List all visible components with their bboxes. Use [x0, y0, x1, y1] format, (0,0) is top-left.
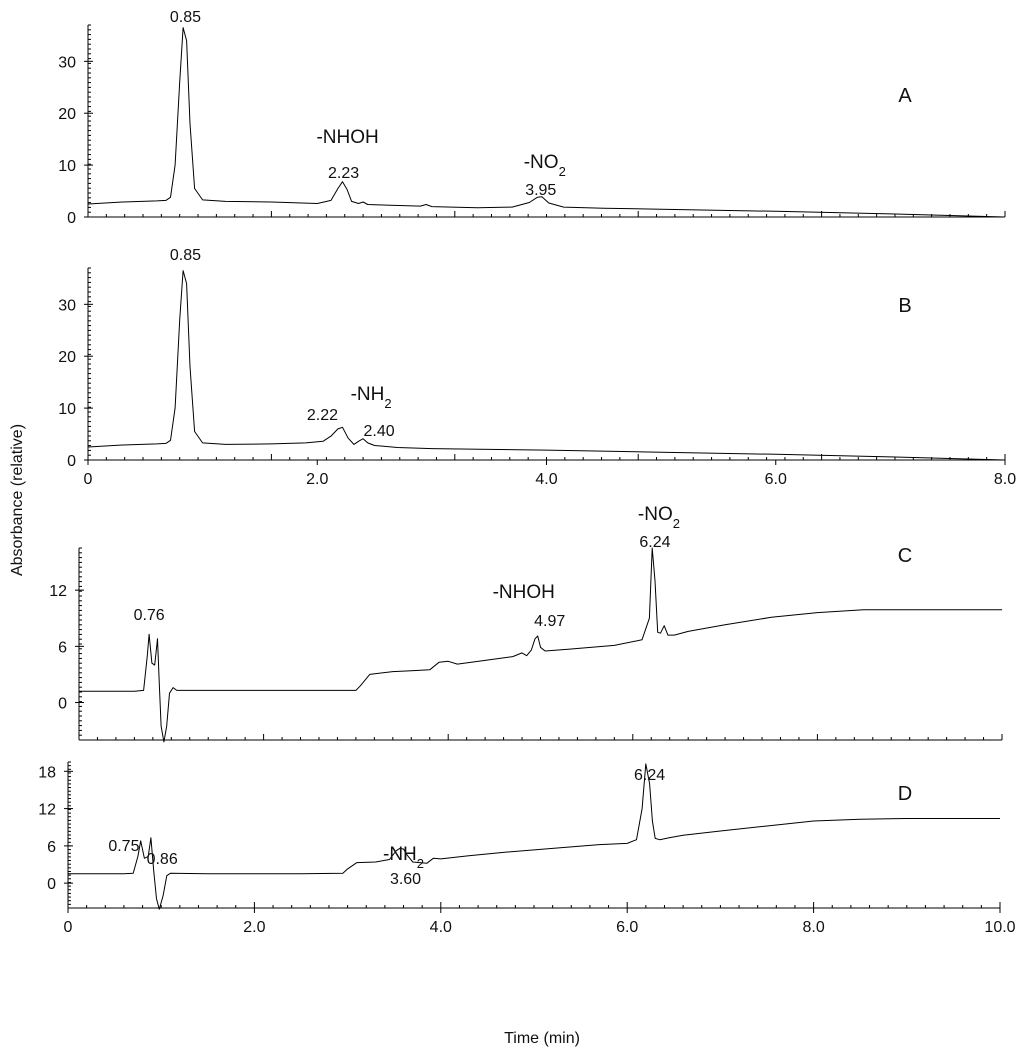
functional-group-label: -NHOH — [316, 127, 378, 148]
peak-label: 4.97 — [534, 613, 565, 630]
peak-label: 0.75 — [108, 838, 139, 855]
x-tick-label: 2.0 — [306, 471, 328, 488]
functional-group-label: -NH2 — [351, 384, 392, 411]
y-tick-label: 20 — [58, 106, 76, 123]
y-tick-label: 0 — [67, 210, 76, 227]
functional-group-label: -NO2 — [524, 152, 566, 179]
x-tick-label: 0 — [84, 471, 93, 488]
panel-a: 0 10 20 30 0.85 -NHOH 2.23 -NO2 3.95 A — [58, 9, 1006, 227]
functional-group-label: -NH2 — [383, 844, 424, 871]
x-tick-label: 4.0 — [430, 919, 452, 936]
peak-label: 3.95 — [525, 182, 556, 199]
peak-label: 3.60 — [390, 871, 421, 888]
y-tick-label: 12 — [38, 802, 56, 819]
x-tick-label: 6.0 — [765, 471, 787, 488]
panel-b: 0 10 20 30 0 2.0 4.0 6.0 8.0 0.85 2.22 -NH2 2.40 B — [58, 247, 1016, 488]
peak-label: 2.40 — [364, 423, 395, 440]
x-tick-label: 8.0 — [994, 471, 1016, 488]
chromatogram-trace — [79, 547, 1002, 743]
peak-label: 2.22 — [307, 407, 338, 424]
panel-letter: B — [898, 295, 911, 317]
y-tick-label: 0 — [58, 696, 67, 713]
x-axis-title: Time (min) — [504, 1030, 580, 1047]
peak-label: 2.23 — [328, 165, 359, 182]
peak-label: 0.85 — [170, 9, 201, 26]
peak-label: 0.85 — [170, 247, 201, 264]
y-tick-label: 30 — [58, 54, 76, 71]
y-tick-label: 6 — [58, 639, 67, 656]
x-tick-label: 4.0 — [535, 471, 557, 488]
x-tick-label: 8.0 — [802, 919, 824, 936]
panel-letter: D — [898, 783, 912, 805]
x-tick-label: 10.0 — [984, 919, 1015, 936]
panel-letter: C — [898, 545, 912, 567]
y-tick-label: 18 — [38, 764, 56, 781]
peak-label: 0.76 — [134, 607, 165, 624]
x-tick-label: 0 — [64, 919, 73, 936]
panel-c: 0 6 12 0.76 -NHOH 4.97 -NO2 6.24 C — [49, 504, 1003, 743]
panel-letter: A — [898, 85, 912, 107]
peak-label: 0.86 — [147, 851, 178, 868]
peak-label: 6.24 — [634, 767, 665, 784]
y-tick-label: 0 — [47, 876, 56, 893]
x-tick-label: 6.0 — [616, 919, 638, 936]
y-tick-label: 10 — [58, 401, 76, 418]
chromatogram-trace — [87, 270, 1006, 461]
functional-group-label: -NO2 — [638, 504, 680, 531]
chromatogram-trace — [68, 763, 1000, 910]
y-tick-label: 12 — [49, 583, 67, 600]
y-tick-label: 6 — [47, 839, 56, 856]
x-tick-label: 2.0 — [243, 919, 265, 936]
y-tick-label: 10 — [58, 158, 76, 175]
peak-label: 6.24 — [639, 534, 670, 551]
y-axis-title: Absorbance (relative) — [9, 424, 26, 576]
y-tick-label: 20 — [58, 349, 76, 366]
y-tick-label: 0 — [67, 453, 76, 470]
chromatogram-trace — [87, 27, 1006, 218]
y-tick-label: 30 — [58, 297, 76, 314]
functional-group-label: -NHOH — [493, 582, 555, 603]
